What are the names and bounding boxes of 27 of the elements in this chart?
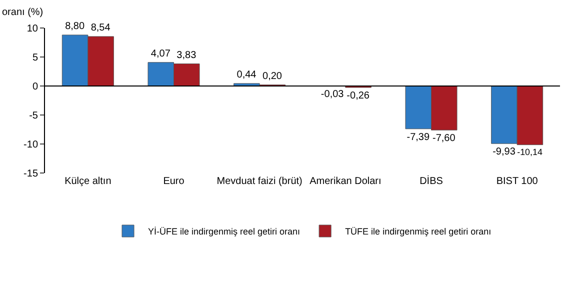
y-tick-label: 10 bbox=[26, 24, 38, 34]
data-label: 0,20 bbox=[262, 70, 282, 82]
data-label: -7,60 bbox=[432, 133, 456, 144]
y-tick-label: -5 bbox=[29, 110, 38, 122]
data-label: 0,44 bbox=[236, 69, 257, 80]
x-tick-label: Amerikan Doları bbox=[310, 176, 382, 187]
legend-label: TÜFE ile indirgenmiş reel getiri oranı bbox=[345, 226, 492, 237]
x-tick-label: DİBS bbox=[420, 175, 444, 187]
y-tick-label: 5 bbox=[32, 52, 38, 64]
x-tick-label: Euro bbox=[163, 176, 185, 187]
data-label: -9,93 bbox=[492, 146, 516, 158]
data-label: 8,80 bbox=[65, 20, 85, 32]
data-label: -10,14 bbox=[517, 146, 542, 157]
x-tick-label: BIST 100 bbox=[496, 176, 538, 187]
data-label: -0,03 bbox=[320, 89, 344, 100]
data-label: 3,83 bbox=[176, 50, 197, 61]
y-axis-title: oranı (%) bbox=[2, 7, 44, 18]
x-tick-label: Mevduat faizi (brüt) bbox=[216, 176, 302, 187]
data-label: -7,39 bbox=[406, 132, 430, 143]
y-tick-label: -15 bbox=[24, 168, 38, 180]
data-label: 8,54 bbox=[90, 22, 111, 34]
y-tick-label: 0 bbox=[32, 82, 38, 92]
data-label: 4,07 bbox=[150, 48, 171, 60]
data-label: -0,26 bbox=[346, 90, 370, 102]
x-tick-label: Külçe altın bbox=[64, 176, 112, 187]
y-tick-label: -10 bbox=[24, 140, 38, 150]
legend-label: Yİ-ÜFE ile indirgenmiş reel getiri oranı bbox=[148, 226, 300, 237]
